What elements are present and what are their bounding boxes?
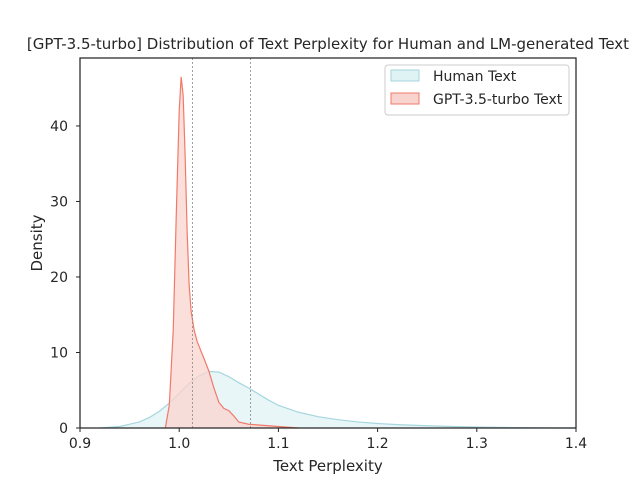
- y-tick-label: 0: [59, 421, 68, 437]
- legend-box: [384, 64, 570, 116]
- x-ticks: 0.9 1.0 1.1 1.2 1.3 1.4: [69, 428, 587, 452]
- x-tick-label: 1.2: [366, 436, 388, 452]
- y-ticks: 0 10 20 30 40: [50, 119, 80, 437]
- vline-layer: [192, 58, 252, 428]
- y-tick-label: 10: [50, 345, 68, 361]
- series-layer: [99, 76, 577, 429]
- x-tick-label: 1.0: [168, 436, 190, 452]
- series-area-1: [165, 76, 299, 428]
- y-axis-label: Density: [28, 214, 46, 271]
- y-tick-label: 30: [50, 194, 68, 210]
- x-tick-label: 1.1: [267, 436, 289, 452]
- legend-label-gpt-text: GPT-3.5-turbo Text: [433, 92, 563, 108]
- y-tick-label: 40: [50, 119, 68, 135]
- legend-label-human-text: Human Text: [433, 69, 517, 85]
- x-tick-label: 0.9: [69, 436, 91, 452]
- x-tick-label: 1.3: [466, 436, 488, 452]
- series-line-1: [164, 76, 299, 429]
- legend-swatch-human-text: [390, 69, 420, 82]
- x-axis-label: Text Perplexity: [272, 457, 383, 475]
- y-tick-label: 20: [50, 270, 68, 286]
- series-line-0: [99, 370, 577, 429]
- legend: Human Text GPT-3.5-turbo Text: [384, 64, 570, 116]
- plot-frame: [79, 57, 577, 429]
- legend-swatch-gpt-text: [390, 92, 420, 105]
- x-tick-label: 1.4: [565, 436, 587, 452]
- chart-title: [GPT-3.5-turbo] Distribution of Text Per…: [27, 35, 629, 53]
